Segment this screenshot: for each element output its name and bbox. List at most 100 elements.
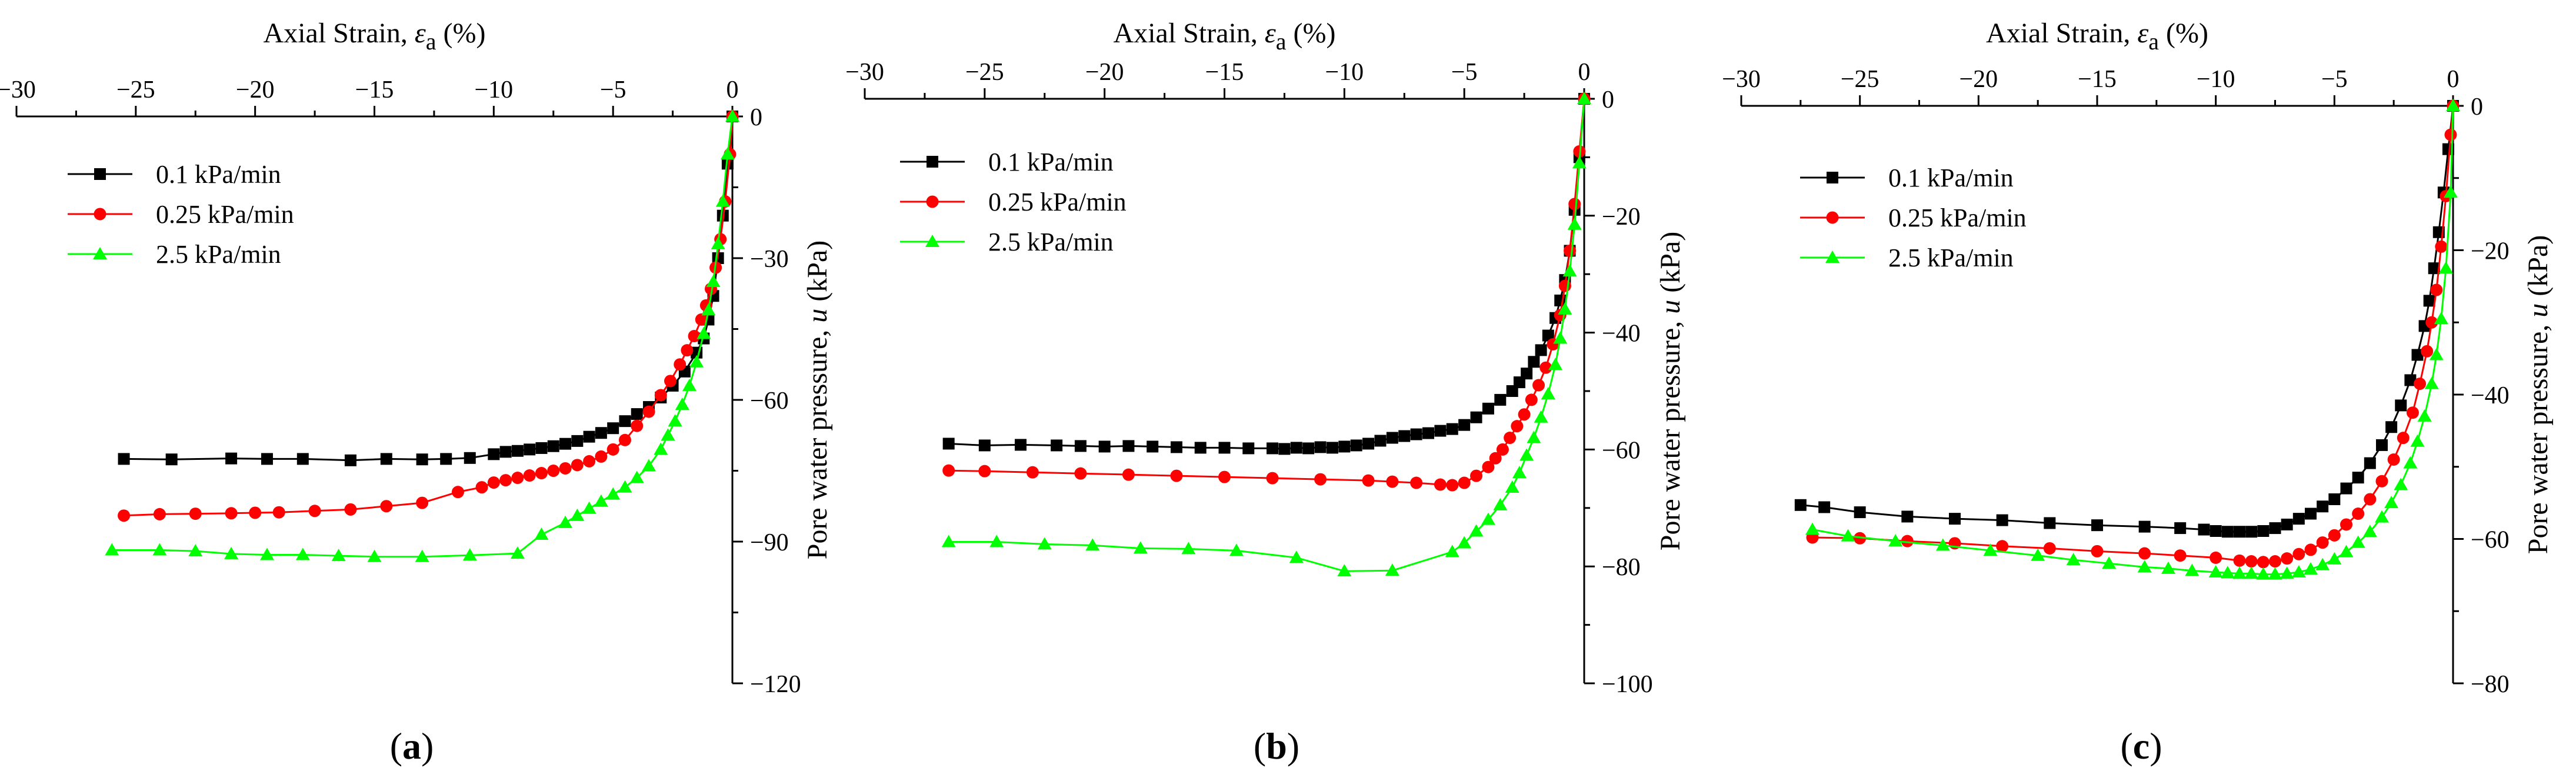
legend-label: 0.1 kPa/min [988,148,1114,176]
data-point [1548,358,1563,370]
series-0 [1794,100,2459,538]
data-point [1577,92,1591,104]
data-point [1519,448,1534,461]
data-point [1385,563,1399,576]
data-point [1505,480,1519,493]
data-point [1482,402,1494,415]
data-point [2328,529,2341,542]
data-point [2208,565,2223,577]
data-point [547,465,560,477]
data-point [1218,470,1231,483]
data-point [1085,538,1100,551]
data-point [2384,496,2399,509]
data-point [1026,466,1039,479]
data-point [1074,440,1087,452]
legend-marker [1825,251,1839,263]
data-point [978,439,991,452]
data-point [344,503,357,516]
data-point [1457,536,1472,549]
data-point [720,147,735,160]
data-point [1512,466,1527,479]
data-point [1326,442,1338,454]
data-point [1528,356,1540,368]
data-point [1996,514,2008,526]
data-point [1901,510,1914,523]
data-point [559,462,572,475]
data-point [1553,331,1568,344]
data-point [367,549,382,562]
data-point [942,438,955,450]
data-point [2174,549,2187,562]
data-point [941,535,956,547]
chart-panel-a: −30 −25 −20 −15 −10 −5 00 −30 −60 −90 −120 Axial St… [0,18,833,767]
series-line [948,98,1585,572]
data-point [475,481,488,494]
data-point [2304,543,2317,556]
data-point [664,375,677,388]
data-point [654,389,667,402]
data-point [105,543,119,556]
data-point [2423,295,2435,307]
data-point [259,547,274,560]
data-point [2404,374,2417,386]
data-point [1854,506,1866,519]
data-point [547,440,559,452]
data-point [2280,566,2294,579]
data-point [2257,556,2270,569]
data-point [165,453,178,466]
data-point [308,505,321,517]
data-point [2257,525,2270,537]
data-point [606,443,619,456]
y-tick-label: −80 [2471,671,2510,698]
data-point [583,430,595,443]
data-point [2091,519,2103,532]
data-point [2434,312,2448,325]
data-point [2328,493,2341,505]
data-point [607,422,619,435]
y-tick-label: −30 [750,246,789,273]
data-point [1386,432,1398,444]
legend-marker [927,156,938,168]
data-point [559,438,572,450]
data-point [2269,555,2281,568]
y-tick-label: −40 [1602,320,1641,348]
data-point [2351,535,2365,548]
data-point [571,459,584,472]
data-point [488,448,500,460]
x-tick-label: −5 [2321,66,2348,93]
data-point [2375,475,2388,487]
data-point [701,303,716,316]
x-tick-label: −25 [1841,66,1879,93]
data-point [978,465,991,478]
data-point [1518,408,1531,421]
panel-label: (b) [1254,725,1299,767]
data-point [2220,566,2235,579]
data-point [2234,526,2245,538]
legend-marker [1827,172,1838,183]
x-axis-title: Axial Strain, εa (%) [1986,18,2208,55]
data-point [1289,550,1304,563]
data-point [2446,99,2460,111]
x-tick-label: −30 [1722,66,1761,93]
data-point [706,275,721,288]
y-tick-label: −60 [1602,437,1641,464]
data-point [510,546,525,559]
data-point [570,508,585,521]
data-point [1496,443,1509,456]
data-point [1983,543,1998,556]
data-point [1422,427,1435,439]
data-point [380,453,392,465]
data-point [1532,379,1545,392]
x-tick-label: −20 [1085,59,1124,86]
series-2 [1805,99,2460,580]
data-point [1181,542,1196,555]
data-point [1572,156,1587,169]
y-tick-label: −20 [1602,203,1641,231]
legend-marker [926,195,939,208]
y-tick-label: 0 [2471,94,2483,121]
data-point [1482,460,1495,473]
data-point [224,546,239,559]
data-point [416,453,428,466]
y-tick-label: −90 [750,529,789,556]
panel-label: (c) [2120,725,2162,767]
